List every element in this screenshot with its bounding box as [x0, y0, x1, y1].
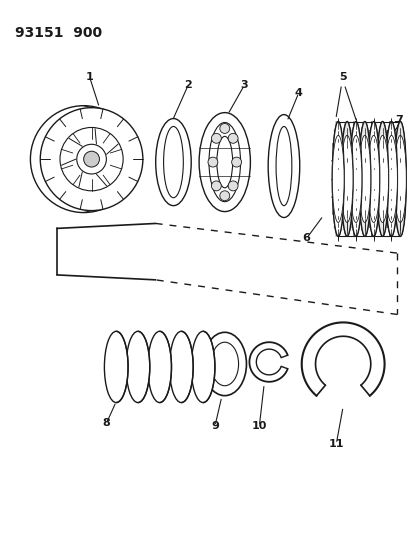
Text: 1: 1: [85, 72, 93, 82]
Ellipse shape: [385, 135, 396, 222]
Text: 4: 4: [294, 88, 302, 98]
Circle shape: [219, 124, 229, 133]
Ellipse shape: [358, 122, 370, 236]
Text: 2: 2: [184, 80, 192, 90]
Ellipse shape: [211, 342, 238, 386]
Text: 10: 10: [251, 421, 266, 431]
Circle shape: [219, 191, 229, 201]
Circle shape: [228, 181, 237, 191]
Ellipse shape: [385, 122, 396, 236]
Ellipse shape: [376, 122, 387, 236]
Ellipse shape: [202, 332, 246, 395]
Text: 6: 6: [302, 233, 310, 243]
Ellipse shape: [394, 122, 405, 236]
Ellipse shape: [275, 126, 291, 206]
Text: 93151  900: 93151 900: [14, 26, 102, 39]
Ellipse shape: [349, 122, 361, 236]
Ellipse shape: [332, 135, 343, 222]
Ellipse shape: [155, 118, 191, 206]
Circle shape: [231, 157, 241, 167]
Circle shape: [228, 133, 237, 143]
Ellipse shape: [163, 126, 183, 198]
Ellipse shape: [367, 122, 379, 236]
Ellipse shape: [349, 135, 361, 222]
Ellipse shape: [199, 112, 250, 212]
Text: 7: 7: [394, 115, 402, 125]
Text: 8: 8: [102, 418, 110, 429]
Ellipse shape: [367, 122, 379, 236]
Ellipse shape: [340, 122, 352, 236]
Ellipse shape: [83, 151, 99, 167]
Ellipse shape: [332, 122, 343, 236]
Ellipse shape: [376, 135, 387, 222]
Text: 3: 3: [240, 80, 248, 90]
Ellipse shape: [169, 332, 193, 402]
Circle shape: [211, 133, 221, 143]
Ellipse shape: [60, 127, 123, 191]
Ellipse shape: [367, 135, 379, 222]
Ellipse shape: [268, 115, 299, 217]
Ellipse shape: [358, 135, 370, 222]
Circle shape: [211, 181, 221, 191]
Text: 7: 7: [393, 122, 400, 132]
Ellipse shape: [394, 122, 405, 236]
Ellipse shape: [340, 135, 352, 222]
Ellipse shape: [216, 136, 232, 188]
Ellipse shape: [376, 122, 387, 236]
Ellipse shape: [126, 332, 150, 402]
Circle shape: [207, 157, 217, 167]
Ellipse shape: [209, 123, 240, 201]
Ellipse shape: [191, 332, 214, 402]
Text: 5: 5: [339, 72, 346, 82]
Text: 11: 11: [328, 439, 343, 449]
Ellipse shape: [332, 122, 343, 236]
Ellipse shape: [104, 332, 128, 402]
Ellipse shape: [385, 122, 396, 236]
Ellipse shape: [394, 135, 405, 222]
Ellipse shape: [76, 144, 106, 174]
Ellipse shape: [358, 122, 370, 236]
Ellipse shape: [40, 108, 142, 211]
Text: 9: 9: [211, 421, 218, 431]
Ellipse shape: [340, 122, 352, 236]
Ellipse shape: [349, 122, 361, 236]
Ellipse shape: [147, 332, 171, 402]
